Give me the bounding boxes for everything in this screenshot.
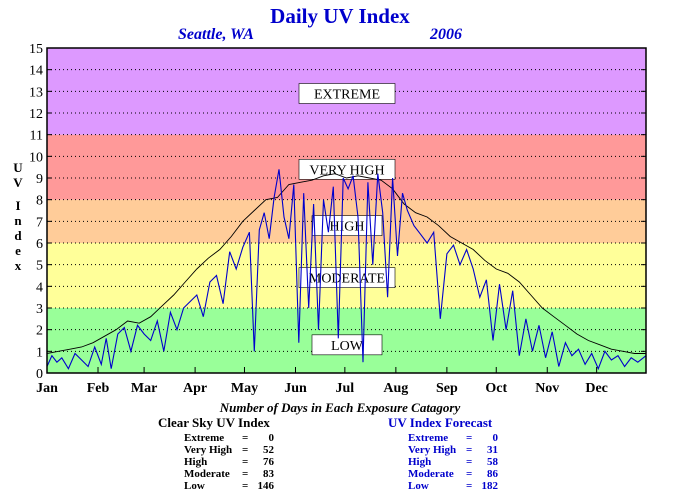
x-tick-label: Oct: [485, 381, 507, 396]
clear-sky-row: Low = 146: [184, 480, 298, 492]
clear-sky-stats: Clear Sky UV Index Extreme = 0 Very High = 52…: [158, 415, 298, 492]
clear-sky-row: Extreme = 0: [184, 432, 298, 444]
year-label: 2006: [430, 26, 462, 43]
y-tick-label: 13: [29, 85, 43, 100]
location-label: Seattle, WA: [178, 26, 254, 43]
clear-sky-row: Moderate = 83: [184, 468, 298, 480]
y-tick-label: 1: [36, 345, 43, 360]
band-label-box: [298, 83, 396, 104]
clear-sky-row: Very High = 52: [184, 444, 298, 456]
clear-sky-value: 83: [263, 468, 274, 480]
clear-sky-equals: =: [242, 456, 249, 468]
forecast-heading: UV Index Forecast: [388, 415, 493, 430]
y-tick-label: 2: [36, 324, 43, 339]
y-tick-label: 7: [36, 215, 43, 230]
y-tick-label: 5: [36, 259, 43, 274]
clear-sky-label: Low: [184, 480, 205, 492]
forecast-equals: =: [466, 444, 473, 456]
y-tick-label: 4: [36, 280, 43, 295]
clear-sky-heading: Clear Sky UV Index: [158, 415, 270, 430]
clear-sky-label: High: [184, 456, 208, 468]
y-tick-label: 14: [29, 64, 43, 79]
clear-sky-label: Extreme: [184, 432, 225, 444]
forecast-label: High: [408, 456, 432, 468]
y-tick-label: 15: [29, 42, 43, 57]
series-line: [46, 169, 647, 371]
band-label: HIGH: [330, 220, 365, 235]
forecast-row: Moderate = 86: [408, 468, 528, 480]
y-tick-label: 3: [36, 302, 43, 317]
x-tick-label: May: [231, 381, 258, 396]
clear-sky-equals: =: [242, 468, 249, 480]
forecast-value: 31: [487, 444, 498, 456]
forecast-equals: =: [466, 456, 473, 468]
forecast-rows: Extreme = 0 Very High = 31 High = 58 Moderate = 86 L…: [388, 432, 528, 492]
forecast-label: Very High: [408, 444, 457, 456]
band-label-box: [311, 334, 383, 356]
band-label: EXTREME: [314, 88, 380, 103]
forecast-label: Extreme: [408, 432, 449, 444]
stats-title: Number of Days in Each Exposure Catagory: [219, 400, 461, 415]
forecast-value: 86: [487, 468, 498, 480]
clear-sky-equals: =: [242, 432, 249, 444]
x-tick-label: Mar: [131, 381, 157, 396]
band-label: VERY HIGH: [309, 163, 384, 178]
x-tick-label: Apr: [183, 381, 207, 396]
y-axis-label-char: d: [14, 228, 22, 243]
band-label: LOW: [331, 339, 364, 354]
y-axis-label-char: x: [14, 258, 22, 273]
forecast-label: Moderate: [408, 468, 454, 480]
x-tick-label: Jan: [36, 381, 58, 396]
clear-sky-label: Moderate: [184, 468, 230, 480]
forecast-row: High = 58: [408, 456, 528, 468]
band-label: MODERATE: [309, 272, 385, 287]
y-tick-label: 10: [29, 150, 43, 165]
series-line: [46, 173, 646, 354]
y-tick-label: 6: [36, 237, 43, 252]
y-tick-label: 11: [30, 129, 43, 144]
x-tick-label: Jul: [336, 381, 355, 396]
y-axis-label-char: n: [14, 213, 22, 228]
forecast-equals: =: [466, 432, 473, 444]
y-tick-label: 8: [36, 194, 43, 209]
y-axis-label-char: I: [15, 198, 21, 213]
y-axis-label-char: e: [15, 243, 21, 258]
y-axis-label-char: U: [13, 160, 23, 175]
band-label-box: [298, 159, 396, 180]
forecast-equals: =: [466, 480, 473, 492]
clear-sky-equals: =: [242, 480, 249, 492]
chart-title: Daily UV Index: [270, 4, 410, 28]
y-tick-label: 9: [36, 172, 43, 187]
y-tick-label: 0: [36, 367, 43, 382]
clear-sky-rows: Extreme = 0 Very High = 52 High = 76 Moderate = 83 L…: [158, 432, 298, 492]
forecast-stats: UV Index Forecast Extreme = 0 Very High = 31 H…: [388, 415, 528, 492]
clear-sky-equals: =: [242, 444, 249, 456]
x-tick-label: Feb: [87, 381, 110, 396]
x-tick-label: Nov: [535, 381, 559, 396]
forecast-label: Low: [408, 480, 429, 492]
x-tick-label: Dec: [585, 381, 608, 396]
forecast-value: 182: [481, 480, 499, 492]
clear-sky-row: High = 76: [184, 456, 298, 468]
forecast-equals: =: [466, 468, 473, 480]
clear-sky-value: 52: [263, 444, 274, 456]
forecast-row: Extreme = 0: [408, 432, 528, 444]
forecast-row: Low = 182: [408, 480, 528, 492]
y-axis-label-char: V: [13, 175, 23, 190]
x-tick-label: Jun: [284, 381, 307, 396]
forecast-row: Very High = 31: [408, 444, 528, 456]
clear-sky-label: Very High: [184, 444, 233, 456]
forecast-value: 0: [492, 432, 499, 444]
forecast-value: 58: [487, 456, 498, 468]
plot-frame: [46, 47, 647, 374]
band-label-box: [298, 267, 396, 288]
clear-sky-value: 76: [263, 456, 274, 468]
x-tick-label: Sep: [436, 381, 458, 396]
clear-sky-value: 146: [257, 480, 275, 492]
y-tick-label: 12: [29, 107, 43, 122]
x-tick-label: Aug: [383, 381, 408, 396]
clear-sky-value: 0: [268, 432, 275, 444]
